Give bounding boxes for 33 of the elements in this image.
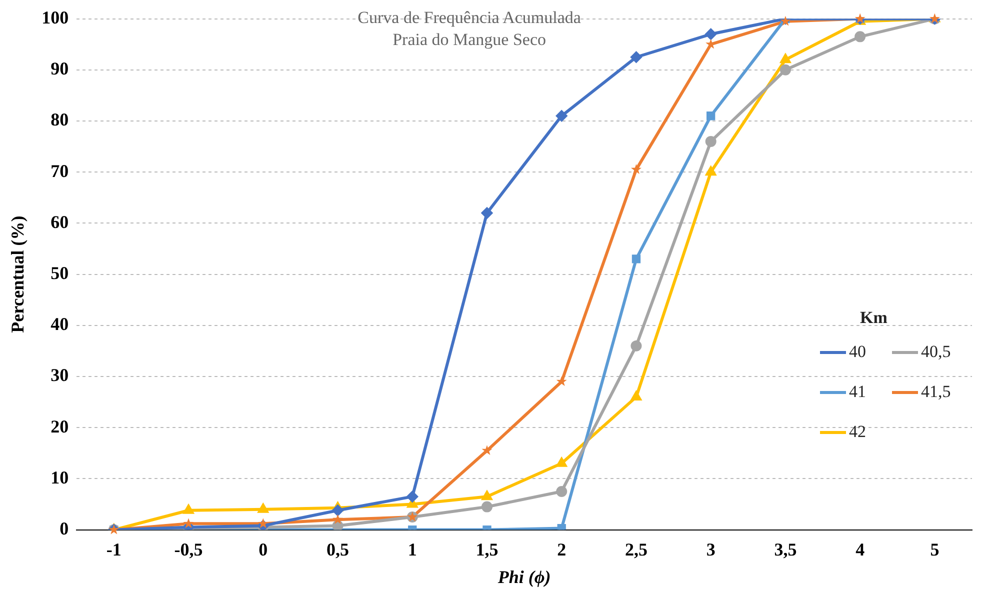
x-tick-label: 2,5 [624, 539, 648, 560]
y-tick-label: 10 [50, 467, 69, 488]
x-tick-label: 1 [408, 539, 417, 560]
x-tick-label: 0 [258, 539, 268, 560]
y-tick-label: 70 [50, 160, 69, 181]
legend-label: 40 [849, 342, 866, 362]
legend-label: 41 [849, 382, 866, 402]
x-tick-label: -1 [106, 539, 122, 560]
y-tick-label: 0 [60, 518, 69, 538]
x-tick-label: 2 [557, 539, 566, 560]
y-tick-label: 60 [50, 212, 69, 232]
y-tick-label: 100 [42, 7, 69, 28]
y-tick-label: 20 [50, 416, 69, 436]
x-tick-label: -0,5 [174, 539, 203, 560]
x-tick-label: 3 [706, 539, 716, 560]
x-tick-label: 5 [930, 539, 940, 560]
x-tick-label: 0,5 [326, 539, 350, 560]
x-tick-label: 4 [856, 539, 865, 560]
legend-label: 42 [849, 422, 866, 442]
text: Praia do Mangue Seco [392, 30, 546, 49]
chart-title: Curva de Frequência Acumulada [358, 8, 582, 27]
x-tick-label: 1,5 [476, 539, 498, 560]
y-axis-title: Percentual (%) [7, 216, 28, 333]
legend-title: Km [860, 308, 888, 328]
x-axis-title: Phi (ϕ) [496, 566, 551, 587]
y-tick-label: 50 [50, 262, 69, 283]
y-tick-label: 40 [50, 314, 69, 334]
legend-label: 40,5 [921, 342, 951, 362]
y-tick-label: 90 [50, 58, 69, 79]
x-tick-label: 3,5 [774, 539, 797, 560]
y-tick-label: 80 [50, 110, 69, 130]
legend-label: 41,5 [921, 382, 951, 402]
y-tick-label: 30 [50, 365, 69, 386]
